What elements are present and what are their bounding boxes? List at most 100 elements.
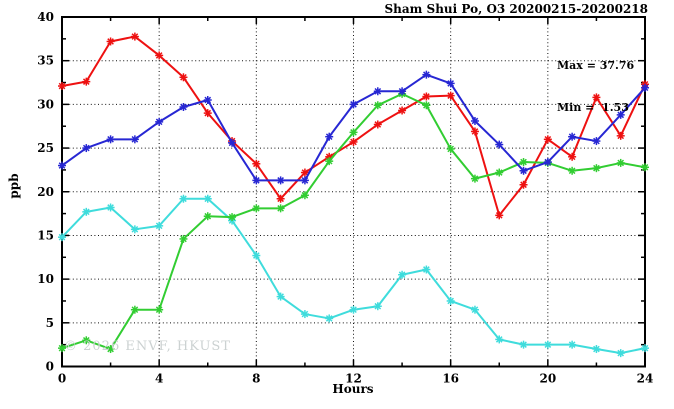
marker-stroke (131, 135, 139, 143)
series-blue-marker (422, 70, 431, 79)
series-cyan-marker (252, 251, 261, 260)
marker-stroke (374, 302, 382, 310)
maxmin-annotation: Max = 37.76 Min = 1.53 (557, 31, 634, 143)
series-cyan-marker (519, 340, 528, 349)
marker-stroke (350, 129, 357, 136)
series-cyan-marker (276, 292, 285, 301)
series-cyan-marker (58, 233, 66, 242)
series-blue-marker (58, 161, 66, 170)
marker-stroke (82, 208, 90, 216)
marker-stroke (423, 93, 430, 100)
marker-stroke (641, 163, 649, 171)
series-blue-marker (373, 87, 382, 96)
series-cyan-marker (300, 310, 309, 319)
marker-stroke (617, 132, 625, 140)
series-blue-marker (252, 176, 261, 185)
series-green-marker (82, 336, 91, 345)
marker-stroke (617, 111, 625, 119)
series-red-marker (58, 82, 66, 91)
series-red-marker (422, 92, 431, 101)
series-cyan-marker (349, 305, 358, 314)
marker-stroke (520, 341, 527, 348)
series-red-marker (373, 120, 382, 129)
marker-stroke (58, 233, 66, 241)
series-cyan-marker (82, 207, 91, 216)
series-red-marker (252, 159, 261, 168)
marker-stroke (593, 345, 600, 353)
series-blue-marker (325, 132, 334, 141)
marker-stroke (471, 175, 479, 182)
marker-stroke (180, 73, 187, 81)
series-green-marker (106, 345, 115, 354)
marker-stroke (277, 195, 284, 203)
max-annotation: Max = 37.76 (557, 59, 635, 72)
marker-stroke (471, 128, 479, 135)
x-tick-label: 16 (442, 372, 459, 386)
series-blue-marker (641, 83, 649, 92)
series-cyan-marker (203, 194, 212, 203)
series-green-marker (179, 234, 188, 243)
marker-stroke (495, 212, 503, 219)
marker-stroke (593, 137, 600, 145)
series-red-marker (155, 51, 164, 60)
series-red-marker (568, 152, 577, 161)
series-red-marker (446, 91, 455, 100)
marker-stroke (155, 118, 163, 126)
series-red-marker (398, 106, 407, 115)
series-red-marker (495, 211, 504, 220)
y-tick-label: 30 (37, 97, 54, 111)
marker-stroke (301, 177, 309, 184)
series-green-marker (349, 128, 358, 137)
series-red-marker (276, 194, 285, 203)
marker-stroke (350, 101, 357, 108)
series-cyan-marker (470, 305, 479, 314)
series-red-marker (106, 37, 115, 46)
marker-stroke (423, 266, 430, 273)
series-cyan-marker (155, 221, 164, 230)
series-green-marker (616, 158, 625, 167)
marker-stroke (617, 349, 625, 357)
marker-stroke (423, 101, 430, 109)
series-green-marker (495, 168, 504, 177)
series-blue-marker (300, 176, 309, 185)
x-tick-label: 4 (155, 372, 163, 386)
marker-stroke (204, 212, 212, 220)
series-green-marker (203, 212, 212, 221)
series-cyan-marker (543, 340, 552, 349)
marker-stroke (641, 84, 649, 92)
marker-stroke (495, 141, 503, 148)
marker-stroke (520, 181, 527, 189)
series-blue-marker (592, 137, 601, 146)
series-blue-marker (470, 116, 479, 125)
series-green-marker (592, 164, 601, 173)
marker-stroke (107, 345, 114, 353)
series-cyan (58, 194, 649, 358)
marker-stroke (350, 138, 357, 146)
series-cyan-line (61, 197, 646, 355)
marker-stroke (277, 205, 284, 212)
y-tick-label: 5 (46, 316, 54, 330)
series-green-marker (446, 144, 455, 153)
marker-stroke (107, 38, 114, 45)
series-blue-marker (155, 117, 164, 126)
series-red-marker (349, 137, 358, 146)
series-green-marker (276, 204, 285, 213)
marker-stroke (568, 167, 576, 175)
marker-stroke (568, 153, 576, 161)
marker-stroke (593, 94, 600, 101)
series-blue-marker (82, 144, 91, 153)
series-blue-marker (398, 87, 407, 96)
marker-stroke (301, 310, 309, 318)
marker-stroke (204, 96, 212, 104)
series-blue-marker (349, 100, 358, 109)
x-axis-label: Hours (332, 382, 374, 396)
x-tick-label: 0 (58, 372, 66, 386)
series-green-marker (228, 213, 237, 222)
series-cyan-marker (495, 335, 504, 344)
marker-stroke (180, 103, 187, 111)
series-cyan-marker (641, 344, 649, 353)
series-cyan-marker (398, 270, 407, 279)
series-blue-marker (276, 176, 285, 185)
marker-stroke (447, 80, 454, 87)
series-cyan-marker (568, 340, 577, 349)
